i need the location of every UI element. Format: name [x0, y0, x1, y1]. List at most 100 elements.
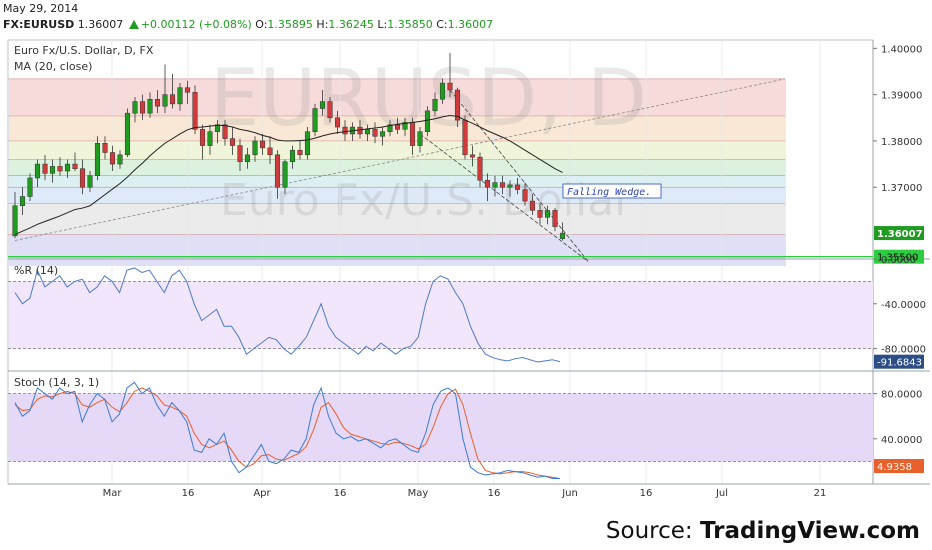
y-tick-label: 1.37000	[881, 183, 922, 194]
y-tick-label: 1.40000	[881, 44, 922, 55]
candle-body	[169, 94, 176, 105]
candle-body	[462, 119, 468, 156]
candle-body	[327, 101, 333, 119]
candle-body	[117, 154, 123, 165]
candle-body	[379, 131, 386, 137]
candle-body	[177, 87, 183, 105]
x-tick-label: May	[408, 488, 429, 499]
candle-body	[252, 140, 258, 156]
rsi-band	[9, 281, 873, 349]
candle-body	[469, 154, 476, 158]
candle-body	[537, 210, 543, 218]
ma-line	[14, 114, 563, 235]
candle-body	[432, 99, 438, 112]
stoch-d-line	[14, 387, 561, 479]
candle-body	[507, 184, 513, 188]
stoch-k-line	[14, 381, 560, 479]
y-tick-label: 1.39000	[881, 91, 922, 102]
candle-body	[319, 101, 326, 109]
candle-body	[199, 129, 206, 146]
candle-body	[289, 149, 296, 163]
candle-body	[267, 147, 273, 156]
wedge-upper-line	[449, 89, 589, 262]
candle-body	[94, 142, 101, 176]
quote-bar: FX:EURUSD 1.36007 +0.00112 (+0.08%) O: 1.…	[3, 18, 493, 31]
y-tick-label: -40.0000	[881, 300, 926, 311]
candle-body	[42, 163, 48, 174]
candle-body	[27, 177, 33, 197]
candle-body	[409, 122, 416, 146]
candle-body	[207, 131, 213, 146]
x-tick-label: Jun	[561, 488, 578, 499]
candle-body	[439, 82, 446, 100]
y-tick-label: 40.0000	[881, 435, 922, 446]
annotation-box	[562, 183, 662, 199]
candle-body	[139, 101, 146, 114]
stoch-value-label: 4.9358	[877, 462, 912, 473]
candle-body	[162, 94, 168, 107]
chart-date: May 29, 2014	[3, 2, 79, 15]
candle-body	[79, 168, 86, 188]
candle-body	[237, 145, 243, 163]
symbol-label[interactable]: FX:EURUSD	[3, 18, 75, 31]
candle-body	[372, 129, 378, 137]
close-value: 1.36007	[447, 18, 494, 31]
candle-body	[454, 89, 461, 121]
candle-body	[364, 129, 371, 135]
fib-band	[9, 234, 786, 266]
candle-body	[72, 163, 78, 169]
x-tick-label: 21	[814, 488, 827, 499]
candle-body	[64, 163, 71, 172]
stoch-value-box	[874, 459, 924, 473]
candle-body	[57, 166, 63, 172]
candle-body	[477, 156, 483, 181]
candle-body	[229, 138, 236, 146]
support-price-label: 1.35500	[877, 253, 918, 264]
high-value: 1.36245	[328, 18, 374, 31]
fib-band	[9, 78, 786, 116]
candle-body	[34, 163, 41, 179]
candle-body	[154, 99, 161, 107]
candle-body	[12, 205, 18, 237]
stoch-band	[9, 393, 873, 462]
candle-body	[87, 175, 93, 188]
x-tick-label: Apr	[253, 488, 271, 499]
fib-band	[9, 203, 786, 235]
open-label: O:	[255, 18, 268, 31]
chart-watermark-sub: Euro Fx/U.S. Dollar	[220, 175, 633, 226]
rsi-value-label: -91.6843	[877, 358, 922, 369]
candle-body	[132, 101, 138, 114]
y-tick-label: 80.0000	[881, 390, 922, 401]
fib-band	[9, 159, 786, 176]
candle-body	[417, 131, 423, 146]
x-tick-label: 16	[488, 488, 501, 499]
price-change: +0.00112 (+0.08%)	[140, 18, 252, 31]
up-arrow-icon	[128, 20, 139, 29]
candle-body	[522, 189, 528, 202]
x-tick-label: Mar	[103, 488, 123, 499]
candle-body	[124, 112, 131, 156]
x-tick-label: Jul	[715, 488, 728, 499]
candle-body	[259, 140, 266, 149]
candle-body	[492, 182, 498, 188]
last-price: 1.36007	[77, 18, 124, 31]
candle-body	[102, 142, 108, 153]
candle-body	[282, 161, 288, 188]
candle-body	[147, 99, 153, 114]
low-value: 1.35850	[387, 18, 433, 31]
candle-body	[19, 196, 26, 207]
source-prefix: Source:	[605, 518, 700, 544]
support-price-box	[874, 249, 924, 264]
candle-body	[342, 126, 348, 135]
source-brand: TradingView.com	[699, 518, 920, 544]
x-tick-label: 16	[182, 488, 195, 499]
candle-body	[312, 108, 318, 132]
candle-body	[304, 131, 311, 156]
candle-body	[447, 82, 453, 91]
candle-body	[222, 124, 228, 139]
candle-body	[387, 124, 393, 132]
wedge-lower-line	[419, 133, 589, 262]
rsi-pane-title: %R (14)	[14, 264, 58, 277]
high-label: H:	[316, 18, 329, 31]
